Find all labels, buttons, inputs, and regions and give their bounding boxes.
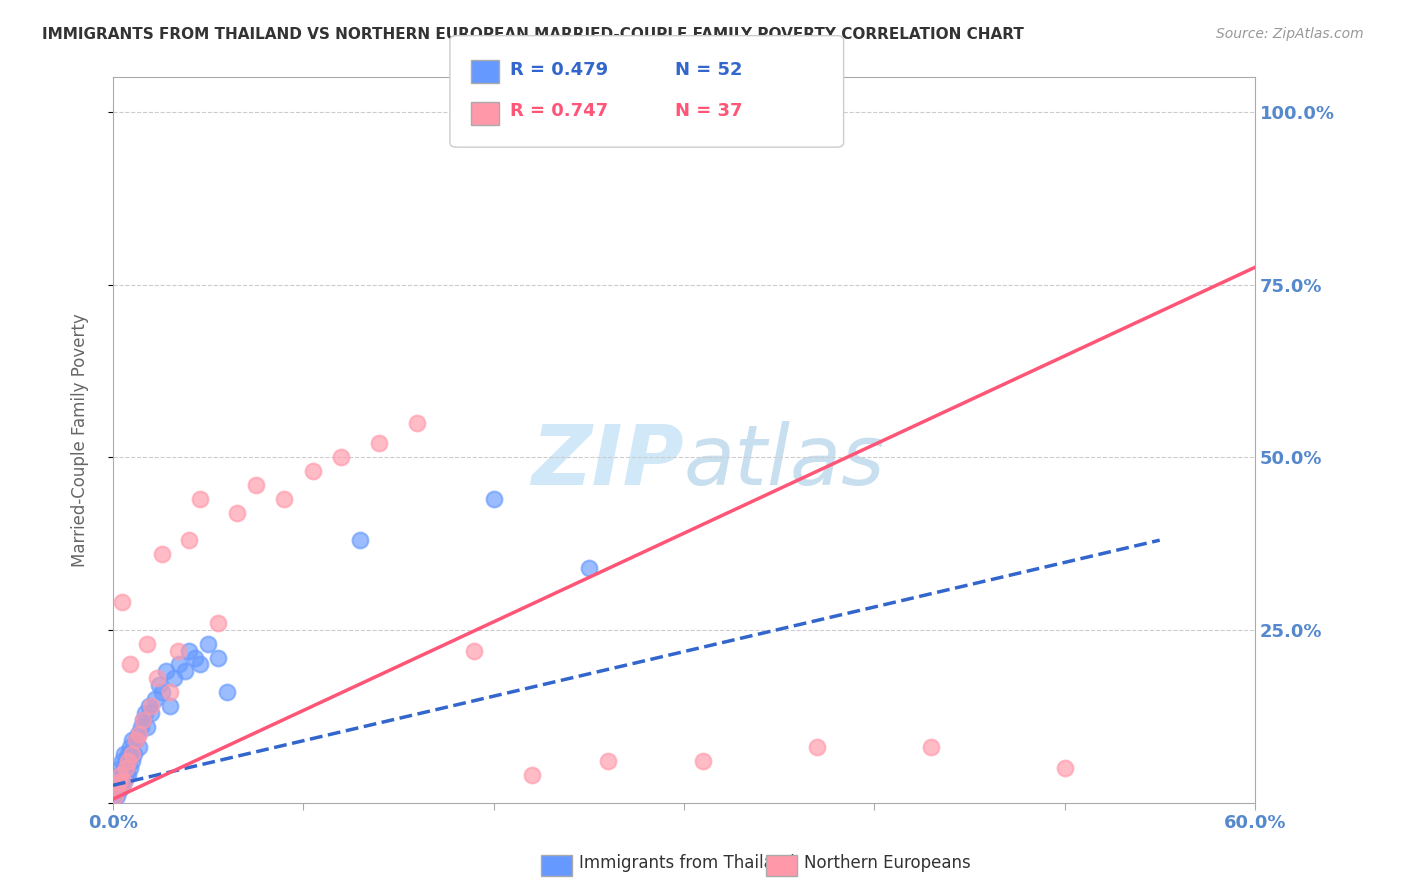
Point [117,768,139,782]
Text: N = 37: N = 37 [675,103,742,120]
Point [920,740,942,755]
Point [190,657,212,672]
Point [132,713,155,727]
Point [148,678,170,692]
Point [143,692,166,706]
Point [301,464,323,478]
Text: R = 0.479: R = 0.479 [510,61,609,78]
Point [121,733,143,747]
Point [118,761,141,775]
Point [150,547,173,561]
Text: R = 0.747: R = 0.747 [510,103,609,120]
Point [131,720,153,734]
Point [104,789,127,803]
Point [105,781,128,796]
Point [110,768,132,782]
Point [159,698,181,713]
Point [406,416,429,430]
Point [105,781,128,796]
Point [273,491,295,506]
Point [1053,761,1076,775]
Point [118,657,141,672]
Text: ZIP: ZIP [531,421,683,502]
Point [110,781,132,796]
Point [127,726,149,740]
Point [190,491,212,506]
Point [169,657,191,672]
Text: Source: ZipAtlas.com: Source: ZipAtlas.com [1216,27,1364,41]
Point [111,775,134,789]
Point [139,698,162,713]
Text: Immigrants from Thailand: Immigrants from Thailand [579,855,794,872]
Point [138,698,160,713]
Point [136,637,159,651]
Point [368,436,391,450]
Point [111,768,134,782]
Point [245,478,267,492]
Point [578,561,600,575]
Point [150,685,173,699]
Point [128,726,150,740]
Text: Northern Europeans: Northern Europeans [804,855,972,872]
Point [107,768,129,782]
Point [105,775,128,789]
Point [110,761,132,775]
Point [596,754,619,768]
Point [136,720,159,734]
Point [107,775,129,789]
Text: IMMIGRANTS FROM THAILAND VS NORTHERN EUROPEAN MARRIED-COUPLE FAMILY POVERTY CORR: IMMIGRANTS FROM THAILAND VS NORTHERN EUR… [42,27,1024,42]
Point [121,754,143,768]
Point [134,706,156,720]
Text: N = 52: N = 52 [675,61,742,78]
Point [107,781,129,796]
Point [177,533,200,548]
Point [215,685,238,699]
Point [110,768,132,782]
Point [177,643,200,657]
Point [115,768,138,782]
Point [104,789,127,803]
Point [112,775,135,789]
Point [183,650,205,665]
Point [806,740,828,755]
Point [520,768,543,782]
Point [115,754,138,768]
Point [115,761,138,775]
Point [159,685,181,699]
Point [463,643,485,657]
Text: atlas: atlas [683,421,886,502]
Point [225,506,247,520]
Point [166,643,188,657]
Point [207,615,229,630]
Point [207,650,229,665]
Point [139,706,162,720]
Point [155,665,177,679]
Point [163,671,186,685]
Point [112,747,135,762]
Point [104,781,127,796]
Point [128,740,150,755]
Point [117,754,139,768]
Point [111,595,134,609]
Point [122,747,145,762]
Point [112,775,135,789]
Point [349,533,371,548]
Point [482,491,505,506]
Point [132,713,155,727]
Point [105,789,128,803]
Y-axis label: Married-Couple Family Poverty: Married-Couple Family Poverty [72,313,89,567]
Point [125,733,148,747]
Point [330,450,353,465]
Point [121,747,143,762]
Point [174,665,197,679]
Point [145,671,167,685]
Point [118,740,141,755]
Point [112,761,135,775]
Point [117,747,139,762]
Point [197,637,219,651]
Point [107,775,129,789]
Point [111,754,134,768]
Point [692,754,714,768]
Point [125,733,148,747]
